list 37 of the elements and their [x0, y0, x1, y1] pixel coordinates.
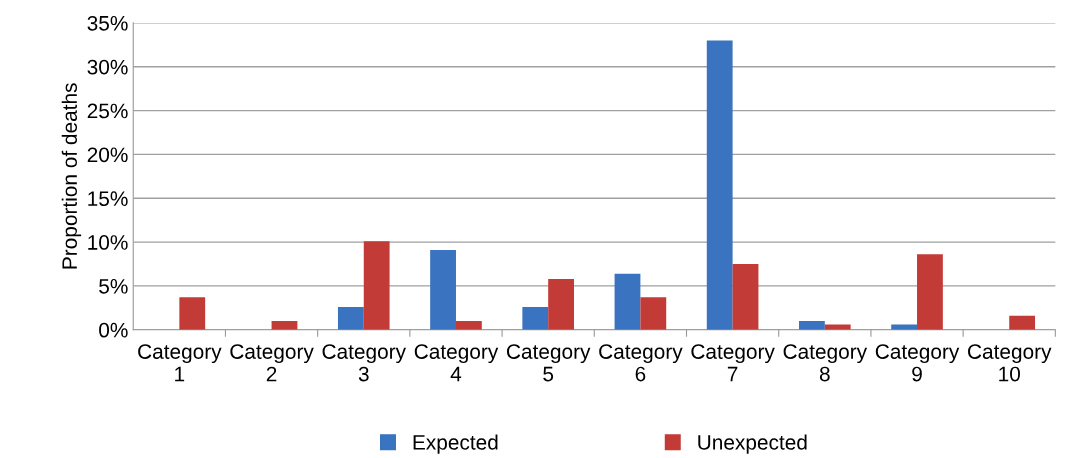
- bar: [732, 264, 759, 330]
- y-tick-label: 30%: [87, 59, 128, 75]
- bar: [891, 324, 918, 330]
- x-tick-label: Category 4: [414, 344, 499, 382]
- y-tick-label: 0%: [99, 322, 128, 338]
- bar: [179, 297, 206, 330]
- y-tick-label: 35%: [87, 15, 128, 31]
- bar: [455, 320, 482, 330]
- bar: [706, 40, 733, 330]
- x-tick-label: Category 7: [691, 344, 775, 382]
- x-tick-label: Category 8: [783, 344, 868, 382]
- bar: [917, 254, 943, 330]
- x-tick-label: Category 3: [322, 344, 406, 382]
- y-tick-label: 10%: [88, 235, 128, 250]
- y-axis-title: Proportion of deaths: [61, 83, 82, 269]
- x-tick-label: Category 5: [506, 344, 591, 382]
- x-tick-label: Category 10: [968, 344, 1052, 382]
- y-tick-label: 20%: [87, 147, 128, 163]
- x-tick-label: Category 9: [875, 344, 960, 382]
- x-tick-label: Category 1: [138, 344, 222, 382]
- bar: [1009, 315, 1036, 330]
- x-tick-label: Category 6: [599, 344, 683, 382]
- legend-label: Expected: [413, 434, 498, 454]
- y-tick-label: 25%: [87, 103, 128, 119]
- bar: [548, 278, 575, 330]
- bar: [337, 306, 364, 330]
- bar: [363, 241, 390, 330]
- bar: [640, 297, 667, 330]
- bar: [799, 320, 825, 330]
- y-tick-label: 15%: [88, 191, 128, 206]
- x-tick-label: Category 2: [230, 344, 314, 382]
- bar: [824, 324, 851, 330]
- bar: [614, 273, 641, 330]
- y-tick-label: 5%: [99, 279, 128, 294]
- bar: [430, 249, 456, 330]
- bar: [522, 306, 549, 330]
- legend-label: Unexpected: [698, 434, 807, 454]
